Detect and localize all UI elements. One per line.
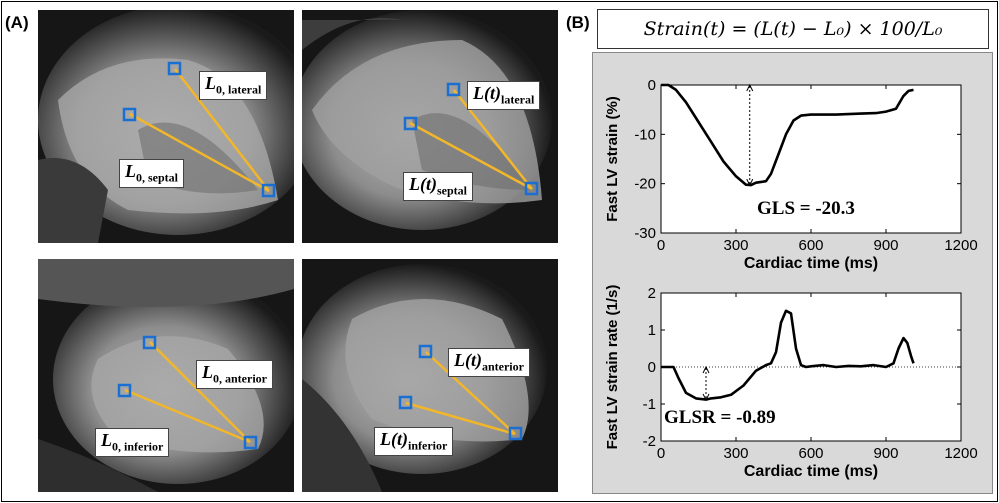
y-tick-label: -2 (643, 433, 656, 450)
x-axis-label: Cardiac time (ms) (744, 255, 878, 272)
y-tick-label: -10 (634, 126, 656, 143)
x-tick-label: 1200 (944, 445, 977, 462)
label-l0-anterior: L0, anterior (196, 360, 273, 389)
y-tick-label: -20 (634, 176, 656, 193)
x-tick-label: 1200 (944, 237, 977, 254)
series-line-1-0 (661, 309, 915, 401)
annotation-text: GLSR = -0.89 (664, 407, 776, 428)
label-l0-lateral: L0, lateral (199, 71, 268, 100)
x-tick-label: 600 (798, 445, 823, 462)
y-tick-label: 2 (648, 285, 656, 302)
arrow-head-top (746, 83, 754, 92)
panel-a-label: (A) (5, 13, 29, 32)
x-tick-label: 600 (798, 237, 823, 254)
label-l0-inferior: L0, inferior (95, 428, 170, 457)
mri-image-end-systole-4ch (302, 10, 558, 243)
x-tick-label: 900 (873, 445, 898, 462)
label-l0-septal: L0, septal (119, 159, 184, 188)
series-line-0-0 (661, 83, 914, 187)
arrow-head-bottom (746, 178, 754, 187)
x-tick-label: 300 (723, 445, 748, 462)
x-tick-label: 0 (657, 237, 665, 254)
y-tick-label: 0 (648, 359, 656, 376)
label-lt-lateral: L(t)lateral (467, 81, 541, 110)
strain-formula: Strain(t) = (L(t) − L₀) × 100/L₀ (597, 9, 989, 49)
x-tick-label: 0 (657, 445, 665, 462)
plot-area-0 (660, 84, 962, 234)
label-lt-septal: L(t)septal (403, 172, 473, 201)
y-tick-label: 0 (648, 77, 656, 94)
mri-image-end-diastole-4ch (38, 10, 294, 243)
arrow-head-bottom (702, 393, 710, 402)
panel-b-label: (B) (566, 13, 590, 32)
label-lt-inferior: L(t)inferior (374, 427, 454, 456)
y-tick-label: -30 (634, 225, 656, 242)
x-axis-label: Cardiac time (ms) (744, 463, 878, 480)
label-lt-anterior: L(t)anterior (448, 348, 530, 377)
y-axis-label: Fast LV strain (%) (604, 96, 621, 222)
arrow-head-top (702, 365, 710, 374)
y-tick-label: 1 (648, 322, 656, 339)
y-tick-label: -1 (643, 396, 656, 413)
annotation-text: GLS = -20.3 (757, 198, 855, 219)
x-tick-label: 900 (873, 237, 898, 254)
y-axis-label: Fast LV strain rate (1/s) (604, 285, 621, 450)
x-tick-label: 300 (723, 237, 748, 254)
